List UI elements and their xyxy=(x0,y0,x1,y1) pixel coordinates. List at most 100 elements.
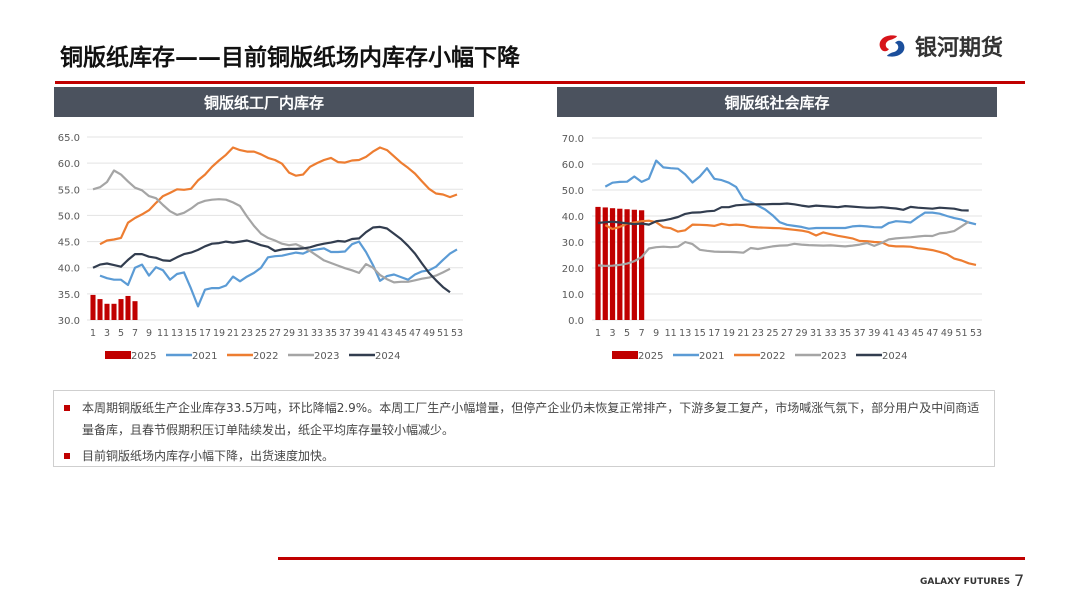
x-tick-label: 23 xyxy=(241,328,253,339)
legend-label-2021: 2021 xyxy=(699,351,724,362)
x-tick-label: 37 xyxy=(854,328,866,339)
y-tick-label: 60.0 xyxy=(58,159,80,170)
x-tick-label: 7 xyxy=(132,328,138,339)
bar-2025 xyxy=(595,206,601,320)
page-number: 7 xyxy=(1014,571,1025,590)
x-tick-label: 1 xyxy=(595,328,601,339)
x-tick-label: 13 xyxy=(171,328,183,339)
y-tick-label: 50.0 xyxy=(58,211,80,222)
note-item: 目前铜版纸场内库存小幅下降，出货速度加快。 xyxy=(64,445,984,467)
y-tick-label: 40.0 xyxy=(562,212,584,223)
y-tick-label: 65.0 xyxy=(58,133,80,144)
x-tick-label: 41 xyxy=(883,328,895,339)
note-item: 本周期铜版纸生产企业库存33.5万吨，环比降幅2.9%。本周工厂生产小幅增量，但… xyxy=(64,397,984,441)
x-tick-label: 11 xyxy=(157,328,169,339)
x-tick-label: 53 xyxy=(970,328,982,339)
x-tick-label: 41 xyxy=(367,328,379,339)
legend-swatch-2025 xyxy=(612,351,638,359)
galaxy-futures-logo-icon xyxy=(879,35,905,57)
line-2021 xyxy=(99,240,458,308)
note-text: 目前铜版纸场内库存小幅下降，出货速度加快。 xyxy=(82,449,335,463)
logo-text: 银河期货 xyxy=(915,36,1004,61)
y-tick-label: 55.0 xyxy=(58,185,80,196)
x-tick-label: 15 xyxy=(185,328,197,339)
x-tick-label: 29 xyxy=(795,328,807,339)
x-tick-label: 39 xyxy=(353,328,365,339)
x-tick-label: 23 xyxy=(752,328,764,339)
logo: 银河期货 xyxy=(875,30,1003,62)
line-2023 xyxy=(597,220,970,267)
footer-divider xyxy=(278,557,1025,560)
x-tick-label: 45 xyxy=(395,328,407,339)
x-tick-label: 49 xyxy=(423,328,435,339)
x-tick-label: 9 xyxy=(146,328,152,339)
x-tick-label: 3 xyxy=(610,328,616,339)
x-tick-label: 1 xyxy=(90,328,96,339)
x-tick-label: 25 xyxy=(766,328,778,339)
y-tick-label: 30.0 xyxy=(58,316,80,327)
notes-box: 本周期铜版纸生产企业库存33.5万吨，环比降幅2.9%。本周工厂生产小幅增量，但… xyxy=(53,390,995,467)
y-tick-label: 60.0 xyxy=(562,160,584,171)
legend-label-2021: 2021 xyxy=(192,351,217,362)
bar-2025 xyxy=(118,299,124,320)
bar-2025 xyxy=(132,301,138,320)
title-divider xyxy=(55,81,1025,84)
x-tick-label: 7 xyxy=(639,328,645,339)
y-tick-label: 40.0 xyxy=(58,264,80,275)
x-tick-label: 17 xyxy=(708,328,720,339)
x-tick-label: 13 xyxy=(679,328,691,339)
x-tick-label: 19 xyxy=(213,328,225,339)
bar-2025 xyxy=(111,303,117,320)
x-tick-label: 25 xyxy=(255,328,267,339)
line-2022 xyxy=(99,146,458,246)
bar-2025 xyxy=(125,295,131,320)
y-tick-label: 70.0 xyxy=(562,134,584,145)
y-tick-label: 30.0 xyxy=(562,238,584,249)
line-2022 xyxy=(604,219,977,266)
bar-2025 xyxy=(104,303,110,320)
x-tick-label: 9 xyxy=(653,328,659,339)
note-text: 本周期铜版纸生产企业库存33.5万吨，环比降幅2.9%。本周工厂生产小幅增量，但… xyxy=(82,401,980,437)
bar-2025 xyxy=(602,207,608,320)
x-tick-label: 39 xyxy=(868,328,880,339)
x-tick-label: 33 xyxy=(311,328,323,339)
y-tick-label: 45.0 xyxy=(58,238,80,249)
x-tick-label: 31 xyxy=(810,328,822,339)
x-tick-label: 21 xyxy=(737,328,749,339)
x-tick-label: 47 xyxy=(926,328,938,339)
bar-2025 xyxy=(609,208,616,320)
x-tick-label: 51 xyxy=(437,328,449,339)
x-tick-label: 37 xyxy=(339,328,351,339)
y-tick-label: 35.0 xyxy=(58,290,80,301)
x-tick-label: 35 xyxy=(839,328,851,339)
legend-label-2025: 2025 xyxy=(638,351,663,362)
x-tick-label: 53 xyxy=(451,328,463,339)
bullet-icon xyxy=(64,453,70,459)
legend-label-2023: 2023 xyxy=(821,351,846,362)
chart-factory-inventory: 30.035.040.045.050.055.060.065.01 3 5 7 9 11 1… xyxy=(58,133,463,362)
x-tick-label: 49 xyxy=(941,328,953,339)
y-tick-label: 10.0 xyxy=(562,290,584,301)
x-tick-label: 29 xyxy=(283,328,295,339)
line-2021 xyxy=(604,159,977,230)
bar-2025 xyxy=(631,209,637,320)
x-tick-label: 45 xyxy=(912,328,924,339)
x-tick-label: 51 xyxy=(955,328,967,339)
line-2024 xyxy=(92,225,451,294)
x-tick-label: 19 xyxy=(723,328,735,339)
x-tick-label: 27 xyxy=(269,328,281,339)
x-tick-label: 5 xyxy=(624,328,630,339)
y-tick-label: 50.0 xyxy=(562,186,584,197)
chart-1-header: 铜版纸工厂内库存 xyxy=(54,87,474,117)
legend-label-2024: 2024 xyxy=(882,351,907,362)
x-tick-label: 31 xyxy=(297,328,309,339)
x-tick-label: 3 xyxy=(104,328,110,339)
legend-label-2022: 2022 xyxy=(253,351,278,362)
line-2024 xyxy=(597,202,969,226)
x-tick-label: 47 xyxy=(409,328,421,339)
line-2023 xyxy=(92,169,451,284)
legend-swatch-2025 xyxy=(105,351,131,359)
x-tick-label: 21 xyxy=(227,328,239,339)
x-tick-label: 27 xyxy=(781,328,793,339)
